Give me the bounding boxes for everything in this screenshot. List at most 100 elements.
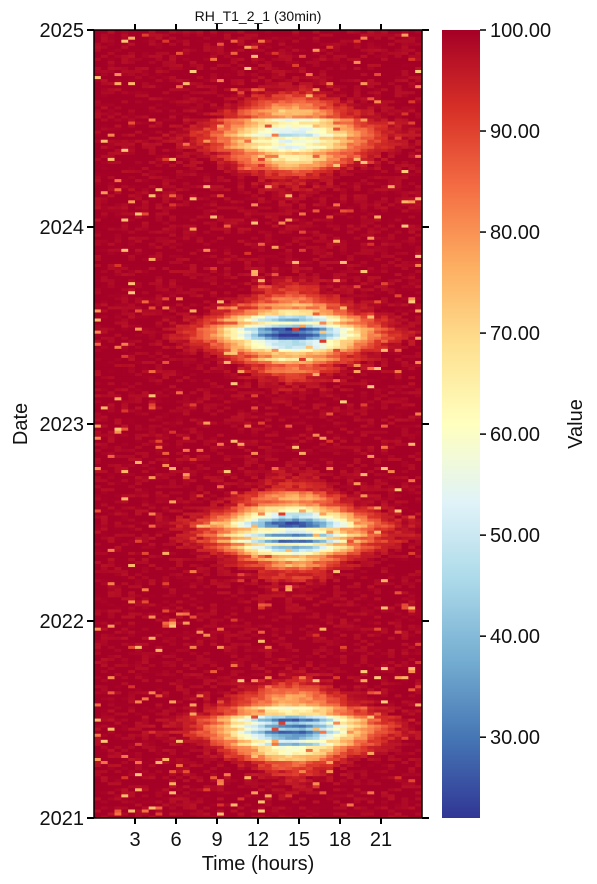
heatmap-cell [237,630,245,634]
heatmap-cell [203,672,211,677]
heatmap-cell [415,572,422,577]
heatmap-cell [305,772,314,777]
heatmap-cell [312,617,321,622]
heatmap-cell [394,811,403,816]
heatmap-cell [394,799,403,804]
heatmap-cell [408,575,416,580]
heatmap-cell [217,569,225,574]
heatmap-cell [114,602,122,607]
heatmap-cell [169,514,177,519]
heatmap-cell [114,511,122,516]
heatmap-cell [285,639,293,643]
heatmap-cell [169,687,177,692]
heatmap-cell [415,536,422,540]
heatmap-cell [203,502,211,507]
heatmap-cell [374,705,382,710]
heatmap-cell [251,690,259,695]
heatmap-cell [285,678,293,683]
heatmap-cell [155,548,163,552]
heatmap-cell [244,696,252,701]
heatmap-cell [408,648,416,652]
heatmap-cell [346,517,355,522]
heatmap-cell [374,681,382,686]
heatmap-cell [148,621,157,625]
heatmap-cell [401,548,409,552]
heatmap-cell [217,711,225,716]
heatmap-cell [203,627,211,631]
heatmap-cell [415,557,422,561]
heatmap-cell [162,681,170,686]
heatmap-cell [394,739,403,743]
heatmap-cell [401,584,409,589]
heatmap-cell [326,602,334,607]
heatmap-cell [121,730,129,734]
heatmap-cell [367,799,375,804]
heatmap-cell [94,717,102,722]
heatmap-cell [285,517,293,522]
heatmap-cell [128,814,136,818]
heatmap-cell [415,587,422,592]
heatmap-cell [141,505,150,510]
heatmap-cell [415,614,422,619]
heatmap-cell [278,754,286,758]
heatmap-cell [305,611,314,616]
heatmap-cell [251,693,259,698]
heatmap-cell [299,669,307,674]
heatmap-cell [135,784,143,789]
heatmap-cell [285,772,293,777]
heatmap-cell [367,602,375,607]
heatmap-cell [121,690,129,695]
heatmap-cell [305,630,314,634]
heatmap-cell [319,611,327,616]
heatmap-cell [387,766,396,771]
heatmap-cell [148,675,157,680]
heatmap-cell [135,584,143,589]
heatmap-cell [326,581,334,586]
heatmap-cell [230,666,239,671]
heatmap-cell [285,742,293,746]
heatmap-cell [128,672,136,677]
heatmap-cell [141,593,150,598]
heatmap-cell [285,614,293,619]
heatmap-cell [353,563,362,568]
heatmap-cell [333,793,341,798]
heatmap-cell [100,733,109,737]
heatmap-cell [155,733,163,737]
heatmap-cell [367,633,375,637]
heatmap-cell [135,578,143,583]
heatmap-cell [360,575,368,580]
heatmap-cell [394,690,403,695]
heatmap-cell [203,790,211,795]
heatmap-cell [353,733,362,737]
heatmap-cell [319,714,327,719]
heatmap-cell [217,733,225,737]
heatmap-cell [176,654,184,658]
heatmap-cell [128,581,136,586]
heatmap-cell [367,678,375,683]
heatmap-cell [182,527,191,531]
heatmap-cell [141,742,150,746]
heatmap-cell [100,621,109,625]
heatmap-cell [230,724,239,728]
heatmap-cell [230,511,239,516]
heatmap-cell [326,599,334,604]
heatmap-cell [176,805,184,810]
heatmap-cell [217,721,225,725]
heatmap-cell [387,775,396,780]
heatmap-cell [114,657,122,661]
heatmap-cell [128,572,136,577]
heatmap-cell [367,648,375,652]
heatmap-cell [387,505,396,510]
heatmap-cell [326,787,334,792]
heatmap-cell [189,699,198,704]
heatmap-cell [360,751,368,755]
heatmap-cell [374,587,382,592]
heatmap-cell [251,596,259,601]
heatmap-cell [326,724,334,728]
heatmap-cell [162,584,170,589]
heatmap-cell [415,654,422,658]
heatmap-cell [203,757,211,762]
heatmap-cell [217,693,225,698]
heatmap-cell [346,636,355,640]
heatmap-cell [251,730,259,734]
